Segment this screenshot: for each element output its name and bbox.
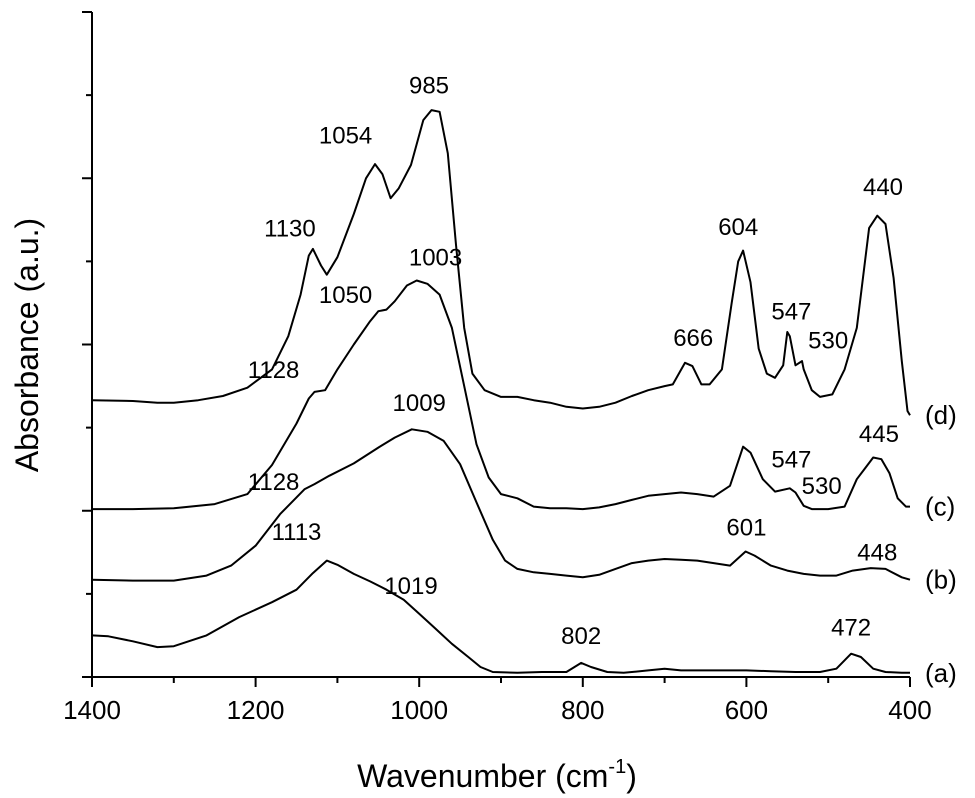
peak-label: 1128 xyxy=(248,357,300,384)
spectrum-line-d xyxy=(91,109,911,416)
x-ticks: 1400 1200 1000 800 600 400 xyxy=(63,677,932,725)
x-axis-title: Wavenumber (cm-1) xyxy=(357,756,637,794)
peak-label: 472 xyxy=(831,614,871,641)
peak-label: 802 xyxy=(561,623,601,650)
peak-label: 985 xyxy=(409,72,449,99)
series-tags: (a) (b) (c) (d) xyxy=(925,400,957,688)
spectrum-line-b xyxy=(91,428,911,582)
peak-annotations: 802 472 1113 1019 1009 1128 601 448 1128 1050 1003… xyxy=(248,72,903,649)
peak-label: 1130 xyxy=(264,215,316,242)
x-tick-label: 1200 xyxy=(227,695,285,725)
spectrum-line-a xyxy=(91,559,910,674)
series-tag-a: (a) xyxy=(925,658,957,688)
x-axis-title-superscript: -1 xyxy=(608,756,626,778)
series-tag-d: (d) xyxy=(925,400,957,430)
peak-label: 1128 xyxy=(248,469,300,496)
peak-label: 1050 xyxy=(319,282,372,309)
x-tick-label: 800 xyxy=(561,695,604,725)
peak-label: 1009 xyxy=(393,390,446,417)
x-axis-title-main: Wavenumber (cm xyxy=(357,758,608,794)
peak-label: 1003 xyxy=(409,245,462,272)
x-axis-title-end: ) xyxy=(626,758,637,794)
y-axis-title: Absorbance (a.u.) xyxy=(9,218,45,472)
peak-label: 440 xyxy=(863,174,903,201)
x-tick-label: 400 xyxy=(888,695,931,725)
peak-label: 666 xyxy=(673,325,713,352)
peak-label: 1019 xyxy=(384,573,437,600)
series-tag-c: (c) xyxy=(925,492,955,522)
peak-label: 547 xyxy=(771,447,811,474)
peak-label: 547 xyxy=(771,299,811,326)
y-ticks xyxy=(82,11,92,678)
peak-label: 1113 xyxy=(272,519,322,546)
series-group xyxy=(91,109,911,674)
x-tick-label: 1000 xyxy=(390,695,448,725)
series-tag-b: (b) xyxy=(925,565,957,595)
peak-label: 530 xyxy=(802,473,842,500)
axes: 1400 1200 1000 800 600 400 xyxy=(63,11,932,725)
peak-label: 604 xyxy=(718,214,758,241)
peak-label: 1054 xyxy=(319,122,372,149)
spectrum-line-c xyxy=(92,279,910,511)
peak-label: 445 xyxy=(859,421,899,448)
peak-label: 530 xyxy=(808,328,848,355)
x-tick-label: 1400 xyxy=(63,695,121,725)
x-tick-label: 600 xyxy=(725,695,768,725)
peak-label: 448 xyxy=(857,540,897,567)
peak-label: 601 xyxy=(726,515,766,542)
